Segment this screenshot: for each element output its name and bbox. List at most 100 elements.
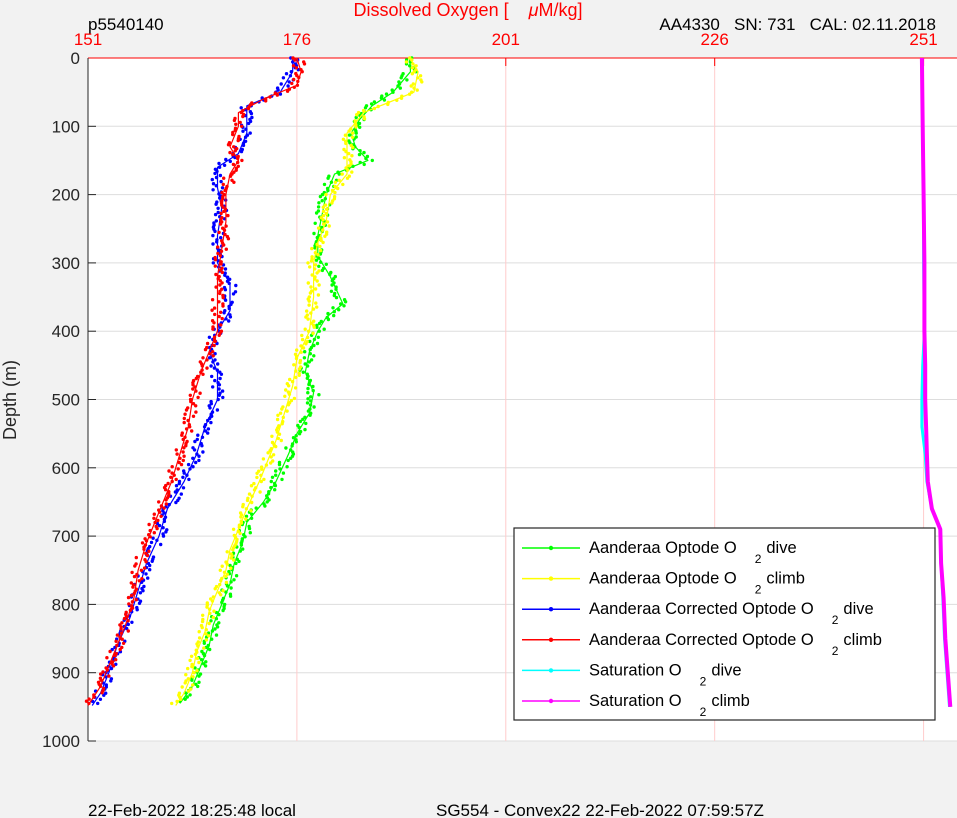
data-point (333, 180, 338, 184)
data-point (293, 386, 298, 390)
data-point (294, 66, 299, 70)
data-point (216, 206, 220, 210)
data-point (175, 699, 179, 704)
data-point (231, 292, 236, 296)
data-point (129, 581, 133, 585)
data-point (309, 395, 313, 399)
data-point (215, 240, 219, 244)
series-line (87, 57, 302, 706)
data-point (220, 270, 224, 275)
data-point (197, 454, 201, 458)
data-point (223, 288, 228, 292)
data-point (217, 314, 221, 319)
data-point (195, 656, 200, 661)
data-point (309, 259, 314, 263)
data-point (134, 598, 138, 602)
data-point (328, 272, 332, 277)
data-point (329, 180, 334, 184)
data-point (355, 113, 359, 117)
data-point (280, 477, 284, 482)
data-point (220, 281, 224, 285)
data-point (170, 471, 174, 475)
data-point (279, 82, 283, 86)
data-point (225, 584, 230, 588)
data-point (312, 343, 316, 348)
data-point (214, 175, 219, 180)
data-point (304, 315, 308, 319)
data-point (213, 264, 217, 268)
data-point (362, 150, 366, 155)
data-point (199, 658, 204, 662)
data-point (213, 339, 217, 344)
data-point (260, 467, 264, 471)
data-point (191, 402, 196, 406)
data-point (185, 695, 189, 699)
data-point (416, 76, 420, 80)
data-point (288, 377, 292, 382)
data-point (207, 335, 212, 339)
data-point (193, 652, 198, 656)
data-point (222, 228, 227, 232)
data-point (186, 677, 190, 681)
data-point (347, 129, 351, 133)
data-point (246, 107, 251, 111)
data-point (224, 224, 228, 228)
data-point (239, 515, 243, 519)
data-point (276, 88, 280, 92)
data-point (135, 608, 139, 612)
data-point (292, 77, 296, 82)
data-point (321, 218, 325, 222)
data-point (226, 143, 231, 147)
data-point (211, 385, 215, 389)
data-point (307, 360, 311, 364)
data-point (298, 419, 303, 424)
data-point (207, 356, 212, 360)
data-point (273, 483, 278, 488)
data-point (200, 625, 204, 630)
data-point (228, 159, 232, 164)
data-point (215, 368, 219, 372)
data-point (210, 629, 215, 633)
data-point (294, 369, 298, 373)
data-point (243, 535, 247, 539)
data-point (227, 281, 231, 286)
data-point (333, 190, 337, 195)
data-point (249, 509, 253, 513)
data-point (386, 102, 390, 107)
data-point (379, 96, 384, 100)
data-point (308, 413, 312, 417)
data-point (354, 131, 358, 135)
data-point (225, 275, 230, 279)
data-point (205, 605, 209, 609)
data-point (98, 697, 103, 701)
data-point (323, 203, 328, 207)
data-point (217, 165, 222, 169)
data-point (241, 129, 245, 133)
data-point (231, 152, 235, 157)
data-point (286, 458, 290, 463)
data-point (313, 277, 317, 281)
data-point (347, 133, 352, 137)
data-point (210, 637, 214, 641)
data-point (227, 319, 231, 323)
data-point (216, 259, 220, 263)
data-point (410, 58, 414, 62)
data-point (313, 267, 317, 271)
data-point (167, 502, 171, 507)
data-point (306, 409, 311, 413)
data-point (283, 394, 287, 398)
data-point (98, 684, 103, 689)
data-point (303, 362, 307, 366)
data-point (162, 506, 166, 510)
data-point (211, 261, 215, 265)
data-point (182, 420, 186, 425)
data-point (396, 84, 400, 88)
data-point (315, 325, 319, 329)
data-point (409, 84, 413, 88)
data-point (308, 403, 313, 407)
legend-entry: Aanderaa Corrected Optode O2climb (522, 631, 882, 658)
data-point (268, 95, 272, 99)
data-point (232, 578, 236, 582)
data-point (326, 317, 331, 322)
data-point (228, 150, 232, 155)
